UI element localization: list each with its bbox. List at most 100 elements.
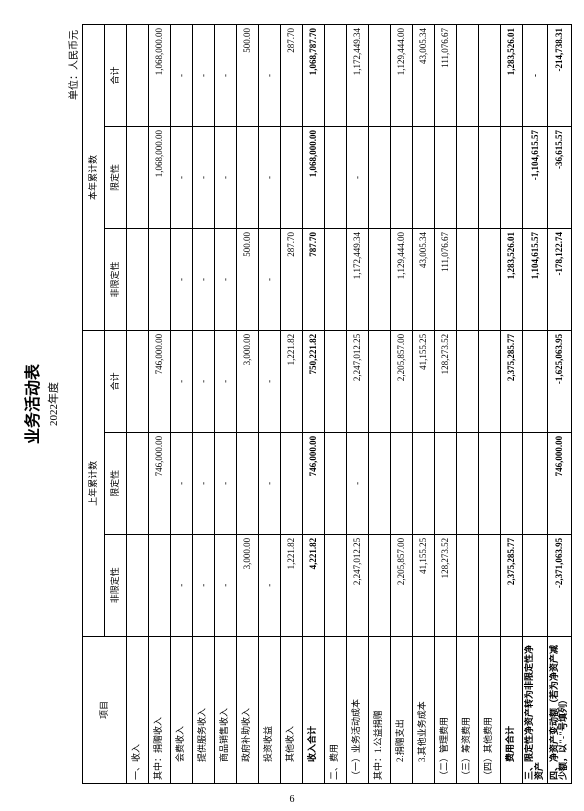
row-value	[126, 534, 148, 636]
row-value: 41,155.25	[412, 330, 434, 432]
row-value	[522, 330, 547, 432]
table-row: 其他收入1,221.821,221.82287.70287.70	[280, 25, 302, 784]
row-value: 128,273.52	[434, 330, 456, 432]
row-value	[478, 228, 500, 330]
table-row: 收入合计4,221.82746,000.00750,221.82787.701,…	[302, 25, 324, 784]
table-row: 一、收入	[126, 25, 148, 784]
row-value	[324, 534, 346, 636]
row-value: 1,283,526.01	[500, 228, 522, 330]
row-label: 提供服务收入	[192, 636, 214, 783]
row-value: 1,129,444.00	[390, 25, 412, 127]
row-value	[500, 127, 522, 229]
row-value	[368, 228, 390, 330]
row-value: -	[258, 432, 280, 534]
row-value	[324, 432, 346, 534]
row-value: 43,005.34	[412, 25, 434, 127]
row-value	[324, 127, 346, 229]
row-value: 500.00	[236, 228, 258, 330]
row-value	[148, 534, 170, 636]
header-curr-total: 合计	[104, 25, 126, 127]
page-container: 业务活动表 2022年度 单位：人民币元 项目 上年累计数 本年累计数 非限定性…	[0, 0, 584, 811]
row-value	[456, 534, 478, 636]
activity-table: 项目 上年累计数 本年累计数 非限定性 限定性 合计 非限定性 限定性 合计 一…	[82, 24, 573, 784]
row-value: -	[170, 25, 192, 127]
row-value	[368, 25, 390, 127]
row-value: 2,205,857.00	[390, 534, 412, 636]
row-value: -	[346, 432, 368, 534]
subtitle: 2022年度	[45, 24, 61, 784]
row-value: 1,172,449.34	[346, 228, 368, 330]
row-value: -	[214, 534, 236, 636]
row-value: 111,076.67	[434, 228, 456, 330]
table-row: 2.捐赠支出2,205,857.002,205,857.001,129,444.…	[390, 25, 412, 784]
header-prev-restricted: 限定性	[104, 432, 126, 534]
unit-label: 单位：人民币元	[65, 30, 80, 784]
row-value	[126, 432, 148, 534]
row-value	[478, 534, 500, 636]
row-value	[324, 228, 346, 330]
row-value: 2,247,012.25	[346, 534, 368, 636]
row-label: 费用合计	[500, 636, 522, 783]
row-value: 500.00	[236, 25, 258, 127]
row-value: 287.70	[280, 25, 302, 127]
row-value: -2,371,063.95	[547, 534, 572, 636]
row-value	[324, 25, 346, 127]
row-label: 四、净资产变动额（若为净资产减少额，以"-"号填列）	[547, 636, 572, 783]
row-value	[368, 330, 390, 432]
row-value: -	[522, 25, 547, 127]
row-value	[434, 432, 456, 534]
row-value	[456, 25, 478, 127]
header-prev-total: 合计	[104, 330, 126, 432]
row-value: 746,000.00	[547, 432, 572, 534]
row-label: （四）其他费用	[478, 636, 500, 783]
row-label: 其中：1.公益捐赠	[368, 636, 390, 783]
header-curr-group: 本年累计数	[82, 25, 104, 331]
table-row: 其中：捐赠收入746,000.00746,000.001,068,000.001…	[148, 25, 170, 784]
table-row: 四、净资产变动额（若为净资产减少额，以"-"号填列）-2,371,063.957…	[547, 25, 572, 784]
row-value	[126, 228, 148, 330]
row-value: 746,000.00	[148, 432, 170, 534]
row-value: -	[192, 534, 214, 636]
row-value	[324, 330, 346, 432]
row-value: -	[192, 127, 214, 229]
row-value: -	[192, 432, 214, 534]
row-value: 4,221.82	[302, 534, 324, 636]
row-value: 1,068,000.00	[302, 127, 324, 229]
row-value	[412, 127, 434, 229]
row-value: 1,068,787.70	[302, 25, 324, 127]
row-value: -	[192, 228, 214, 330]
row-value	[522, 534, 547, 636]
row-value	[148, 228, 170, 330]
row-value: -	[170, 330, 192, 432]
row-value: -	[258, 330, 280, 432]
row-value	[456, 228, 478, 330]
row-value: 128,273.52	[434, 534, 456, 636]
row-value	[368, 534, 390, 636]
row-value: -1,104,615.57	[522, 127, 547, 229]
row-value: 750,221.82	[302, 330, 324, 432]
title: 业务活动表	[24, 24, 45, 784]
row-value: -1,625,063.95	[547, 330, 572, 432]
table-row: 费用合计2,375,285.772,375,285.771,283,526.01…	[500, 25, 522, 784]
row-value	[126, 330, 148, 432]
row-value	[368, 127, 390, 229]
row-label: 三、限定性净资产转为非限定性净资产	[522, 636, 547, 783]
row-value: -	[214, 330, 236, 432]
row-value: 2,375,285.77	[500, 330, 522, 432]
row-label: 商品销售收入	[214, 636, 236, 783]
row-value: 3,000.00	[236, 534, 258, 636]
header-curr-unrestricted: 非限定性	[104, 228, 126, 330]
table-row: （四）其他费用	[478, 25, 500, 784]
table-row: 投资收益------	[258, 25, 280, 784]
row-value: -	[346, 127, 368, 229]
row-label: （三）筹资费用	[456, 636, 478, 783]
header-item: 项目	[82, 636, 126, 783]
row-value	[368, 432, 390, 534]
row-label: （二）管理费用	[434, 636, 456, 783]
header-curr-restricted: 限定性	[104, 127, 126, 229]
header-prev-group: 上年累计数	[82, 330, 104, 636]
row-label: 一、收入	[126, 636, 148, 783]
row-value: -36,615.57	[547, 127, 572, 229]
table-row: 政府补助收入3,000.003,000.00500.00500.00	[236, 25, 258, 784]
row-value: 1,221.82	[280, 534, 302, 636]
